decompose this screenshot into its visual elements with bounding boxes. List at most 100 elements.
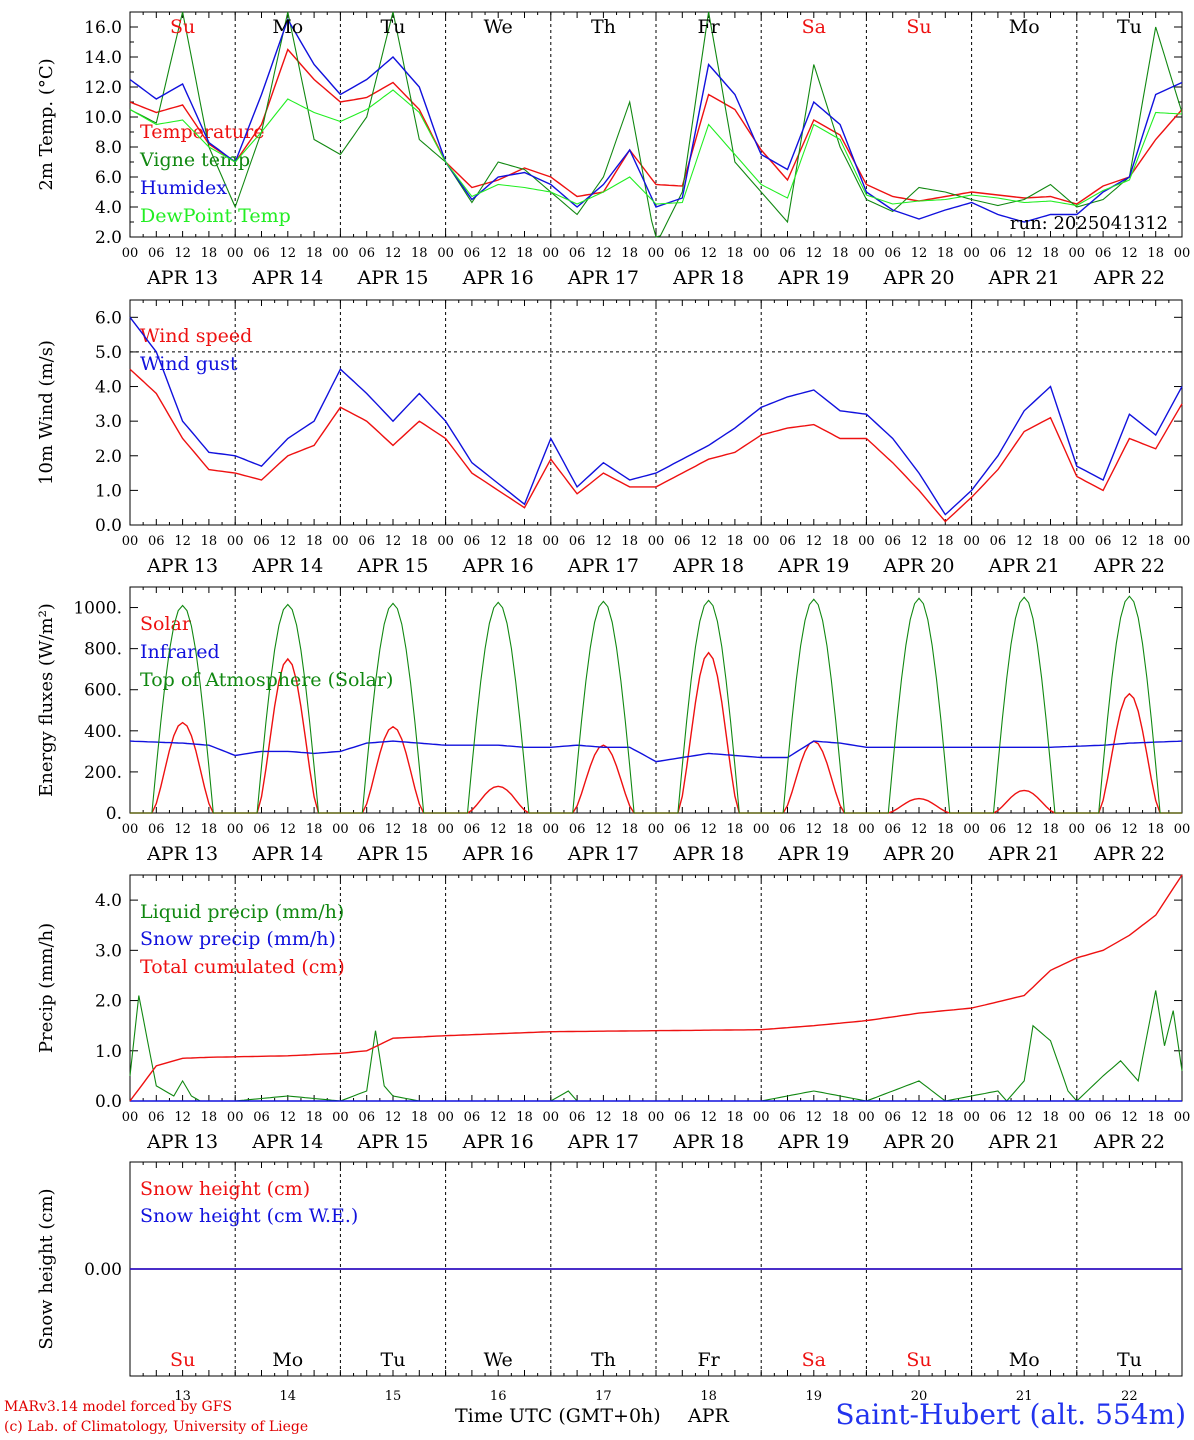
- date-label: APR 18: [672, 555, 744, 577]
- hour-tick-label: 00: [963, 822, 980, 837]
- series-temperature: [129, 48, 1183, 205]
- day-number-label: 16: [490, 1389, 507, 1404]
- hour-tick-label: 06: [990, 246, 1007, 261]
- date-label: APR 22: [1093, 267, 1165, 289]
- y-tick-label: 1.0: [95, 1042, 122, 1062]
- weekday-label-bottom: Su: [170, 1349, 195, 1371]
- hour-tick-label: 06: [569, 246, 586, 261]
- hour-tick-label: 12: [595, 822, 612, 837]
- hour-tick-label: 00: [122, 822, 139, 837]
- hour-tick-label: 12: [1121, 822, 1138, 837]
- station-name: Saint-Hubert (alt. 554m): [835, 1398, 1186, 1431]
- hour-tick-label: 18: [621, 246, 638, 261]
- legend-entry: Infrared: [140, 641, 220, 663]
- date-label: APR 17: [567, 267, 639, 289]
- date-label: APR 14: [251, 843, 323, 865]
- run-annotation: run: 2025041312: [1010, 213, 1168, 234]
- hour-tick-label: 18: [516, 822, 533, 837]
- hour-tick-label: 18: [832, 534, 849, 549]
- y-tick-label: 200.: [84, 763, 122, 783]
- hour-tick-label: 12: [1016, 822, 1033, 837]
- hour-tick-label: 06: [253, 534, 270, 549]
- y-tick-label: 3.0: [95, 412, 122, 432]
- hour-tick-label: 12: [700, 534, 717, 549]
- hour-tick-label: 00: [648, 534, 665, 549]
- legend-entry: Top of Atmosphere (Solar): [140, 669, 393, 691]
- hour-tick-label: 06: [779, 246, 796, 261]
- day-number-label: 21: [1016, 1389, 1033, 1404]
- hour-tick-label: 18: [1042, 1110, 1059, 1125]
- hour-tick-label: 18: [1147, 246, 1164, 261]
- hour-tick-label: 18: [516, 1110, 533, 1125]
- weekday-label-top: Tu: [1117, 16, 1142, 38]
- legend-entry: Solar: [140, 613, 192, 635]
- series-humidex: [129, 17, 1183, 223]
- hour-tick-label: 06: [358, 246, 375, 261]
- date-label: APR 13: [146, 267, 218, 289]
- y-tick-label: 10.0: [84, 108, 122, 128]
- date-label: APR 14: [251, 267, 323, 289]
- hour-tick-label: 18: [621, 534, 638, 549]
- hour-tick-label: 06: [148, 534, 165, 549]
- y-tick-label: 4.0: [95, 198, 122, 218]
- y-tick-label: 3.0: [95, 941, 122, 961]
- hour-tick-label: 00: [1174, 534, 1191, 549]
- y-axis-label: Energy fluxes (W/m²): [36, 603, 57, 797]
- hour-tick-label: 06: [148, 822, 165, 837]
- hour-tick-label: 18: [516, 534, 533, 549]
- y-tick-label: 1.0: [95, 481, 122, 501]
- hour-tick-label: 00: [437, 246, 454, 261]
- hour-tick-label: 12: [280, 1110, 297, 1125]
- hour-tick-label: 00: [1174, 822, 1191, 837]
- weekday-label-bottom: Mo: [1009, 1349, 1040, 1371]
- hour-tick-label: 18: [1147, 1110, 1164, 1125]
- hour-tick-label: 00: [437, 822, 454, 837]
- hour-tick-label: 18: [937, 246, 954, 261]
- weekday-label-bottom: Tu: [381, 1349, 406, 1371]
- date-label: APR 20: [882, 267, 954, 289]
- hour-tick-label: 12: [1121, 534, 1138, 549]
- y-tick-label: 0.00: [84, 1260, 122, 1280]
- date-label: APR 21: [988, 555, 1060, 577]
- hour-tick-label: 18: [832, 1110, 849, 1125]
- hour-tick-label: 00: [1069, 822, 1086, 837]
- y-tick-label: 600.: [84, 681, 122, 701]
- date-label: APR 15: [356, 267, 428, 289]
- hour-tick-label: 06: [148, 246, 165, 261]
- legend-entry: Liquid precip (mm/h): [140, 901, 344, 923]
- date-label: APR 20: [882, 1131, 954, 1153]
- date-label: APR 15: [356, 1131, 428, 1153]
- hour-tick-label: 18: [411, 246, 428, 261]
- hour-tick-label: 12: [806, 246, 823, 261]
- plot-frame: [129, 299, 1183, 526]
- hour-tick-label: 06: [253, 1110, 270, 1125]
- hour-tick-label: 18: [1042, 534, 1059, 549]
- hour-tick-label: 06: [779, 822, 796, 837]
- hour-tick-label: 12: [1016, 1110, 1033, 1125]
- series-vigne-temp: [129, 11, 1183, 238]
- hour-tick-label: 06: [464, 822, 481, 837]
- y-tick-label: 2.0: [95, 447, 122, 467]
- weekday-label-bottom: Mo: [272, 1349, 303, 1371]
- hour-tick-label: 06: [674, 822, 691, 837]
- weekday-label-bottom: Su: [906, 1349, 931, 1371]
- date-label: APR 19: [777, 555, 849, 577]
- y-tick-label: 0.: [106, 804, 122, 824]
- weekday-label-top: We: [484, 16, 513, 38]
- hour-tick-label: 18: [411, 534, 428, 549]
- series-total-cumulated-cm: [129, 874, 1183, 1102]
- weekday-label-top: Mo: [1009, 16, 1040, 38]
- weekday-label-bottom: Fr: [697, 1349, 720, 1371]
- date-label: APR 19: [777, 843, 849, 865]
- hour-tick-label: 18: [937, 1110, 954, 1125]
- date-label: APR 22: [1093, 1131, 1165, 1153]
- hour-tick-label: 18: [201, 1110, 218, 1125]
- hour-tick-label: 18: [1042, 822, 1059, 837]
- date-label: APR 18: [672, 843, 744, 865]
- hour-tick-label: 12: [911, 822, 928, 837]
- hour-tick-label: 18: [937, 822, 954, 837]
- hour-tick-label: 12: [595, 534, 612, 549]
- hour-tick-label: 18: [201, 246, 218, 261]
- hour-tick-label: 00: [753, 1110, 770, 1125]
